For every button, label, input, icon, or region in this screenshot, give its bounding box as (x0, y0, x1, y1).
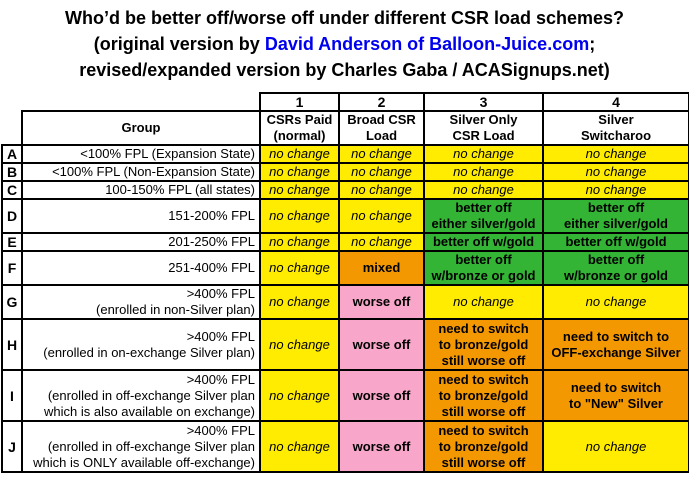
row-letter-c: C (1, 180, 23, 200)
table-row-h: H >400% FPL (enrolled in on-exchange Sil… (1, 318, 689, 371)
cell-i-3: need to switch to bronze/gold still wors… (423, 369, 544, 422)
group-label-b: <100% FPL (Non-Expansion State) (21, 162, 261, 182)
cell-c-1: no change (259, 180, 340, 200)
group-label-i: >400% FPL (enrolled in off-exchange Silv… (21, 369, 261, 422)
group-column-header: Group (21, 110, 261, 146)
column-header-csrs-paid: CSRs Paid (normal) (259, 110, 340, 146)
balloon-juice-link[interactable]: David Anderson of Balloon-Juice.com (264, 34, 590, 54)
title-line-2: (original version by David Anderson of B… (0, 31, 689, 57)
cell-e-4: better off w/gold (542, 232, 689, 252)
row-letter-f: F (1, 250, 23, 286)
group-label-e: 201-250% FPL (21, 232, 261, 252)
group-label-c: 100-150% FPL (all states) (21, 180, 261, 200)
table-row-i: I >400% FPL (enrolled in off-exchange Si… (1, 369, 689, 422)
cell-i-4: need to switch to "New" Silver (542, 369, 689, 422)
title-line-2-suffix: ; (589, 34, 596, 54)
cell-j-3: need to switch to bronze/gold still wors… (423, 420, 544, 473)
cell-d-3: better off either silver/gold (423, 198, 544, 234)
group-label-f: 251-400% FPL (21, 250, 261, 286)
cell-d-4: better off either silver/gold (542, 198, 689, 234)
column-number-row: 1 2 3 4 (2, 92, 689, 112)
table-row-d: D 151-200% FPL no change no change bette… (1, 198, 689, 234)
table-row-a: A <100% FPL (Expansion State) no change … (1, 144, 689, 164)
cell-a-2: no change (338, 144, 425, 164)
title-line-3: revised/expanded version by Charles Gaba… (79, 60, 610, 80)
row-letter-j: J (1, 420, 23, 473)
title-line-1: Who’d be better off/worse off under diff… (64, 8, 625, 28)
column-header-broad-csr-load: Broad CSR Load (338, 110, 425, 146)
cell-b-4: no change (542, 162, 689, 182)
column-header-silver-switcharoo: Silver Switcharoo (542, 110, 689, 146)
column-number-3: 3 (423, 92, 544, 112)
cell-g-3: no change (423, 284, 544, 320)
group-label-j: >400% FPL (enrolled in off-exchange Silv… (21, 420, 261, 473)
row-letter-b: B (1, 162, 23, 182)
column-number-2: 2 (338, 92, 425, 112)
group-label-a: <100% FPL (Expansion State) (21, 144, 261, 164)
row-letter-d: D (1, 198, 23, 234)
cell-i-2: worse off (338, 369, 425, 422)
table-row-e: E 201-250% FPL no change no change bette… (1, 232, 689, 252)
cell-d-2: no change (338, 198, 425, 234)
table-row-f: F 251-400% FPL no change mixed better of… (1, 250, 689, 286)
table-row-g: G >400% FPL (enrolled in non-Silver plan… (1, 284, 689, 320)
cell-a-3: no change (423, 144, 544, 164)
cell-d-1: no change (259, 198, 340, 234)
cell-b-2: no change (338, 162, 425, 182)
cell-g-2: worse off (338, 284, 425, 320)
cell-i-1: no change (259, 369, 340, 422)
cell-j-4: no change (542, 420, 689, 473)
column-number-1: 1 (259, 92, 340, 112)
cell-f-1: no change (259, 250, 340, 286)
column-header-silver-only-csr-load: Silver Only CSR Load (423, 110, 544, 146)
cell-f-3: better off w/bronze or gold (423, 250, 544, 286)
cell-a-1: no change (259, 144, 340, 164)
cell-g-4: no change (542, 284, 689, 320)
group-label-d: 151-200% FPL (21, 198, 261, 234)
cell-f-4: better off w/bronze or gold (542, 250, 689, 286)
cell-e-3: better off w/gold (423, 232, 544, 252)
corner-spacer (22, 93, 260, 111)
title-line-2-prefix: (original version by (93, 34, 265, 54)
row-letter-h: H (1, 318, 23, 371)
group-label-h: >400% FPL (enrolled in on-exchange Silve… (21, 318, 261, 371)
cell-c-3: no change (423, 180, 544, 200)
row-letter-e: E (1, 232, 23, 252)
cell-j-1: no change (259, 420, 340, 473)
cell-b-3: no change (423, 162, 544, 182)
cell-e-1: no change (259, 232, 340, 252)
cell-h-1: no change (259, 318, 340, 371)
row-letter-g: G (1, 284, 23, 320)
page: { "title": { "line1": "Who’d be better o… (0, 5, 689, 480)
column-number-4: 4 (542, 92, 689, 112)
cell-e-2: no change (338, 232, 425, 252)
corner-spacer (2, 93, 22, 111)
page-title: Who’d be better off/worse off under diff… (0, 5, 689, 83)
row-letter-i: I (1, 369, 23, 422)
cell-f-2: mixed (338, 250, 425, 286)
cell-h-4: need to switch to OFF-exchange Silver (542, 318, 689, 371)
row-letter-a: A (1, 144, 23, 164)
table-row-b: B <100% FPL (Non-Expansion State) no cha… (1, 162, 689, 182)
table-row-c: C 100-150% FPL (all states) no change no… (1, 180, 689, 200)
header-row: Group CSRs Paid (normal) Broad CSR Load … (2, 110, 689, 146)
cell-g-1: no change (259, 284, 340, 320)
corner-spacer (2, 111, 22, 145)
cell-c-4: no change (542, 180, 689, 200)
cell-h-3: need to switch to bronze/gold still wors… (423, 318, 544, 371)
csr-load-schemes-table: 1 2 3 4 Group CSRs Paid (normal) Broad C… (1, 92, 689, 473)
cell-b-1: no change (259, 162, 340, 182)
cell-j-2: worse off (338, 420, 425, 473)
table-row-j: J >400% FPL (enrolled in off-exchange Si… (1, 420, 689, 473)
group-label-g: >400% FPL (enrolled in non-Silver plan) (21, 284, 261, 320)
cell-c-2: no change (338, 180, 425, 200)
cell-a-4: no change (542, 144, 689, 164)
cell-h-2: worse off (338, 318, 425, 371)
